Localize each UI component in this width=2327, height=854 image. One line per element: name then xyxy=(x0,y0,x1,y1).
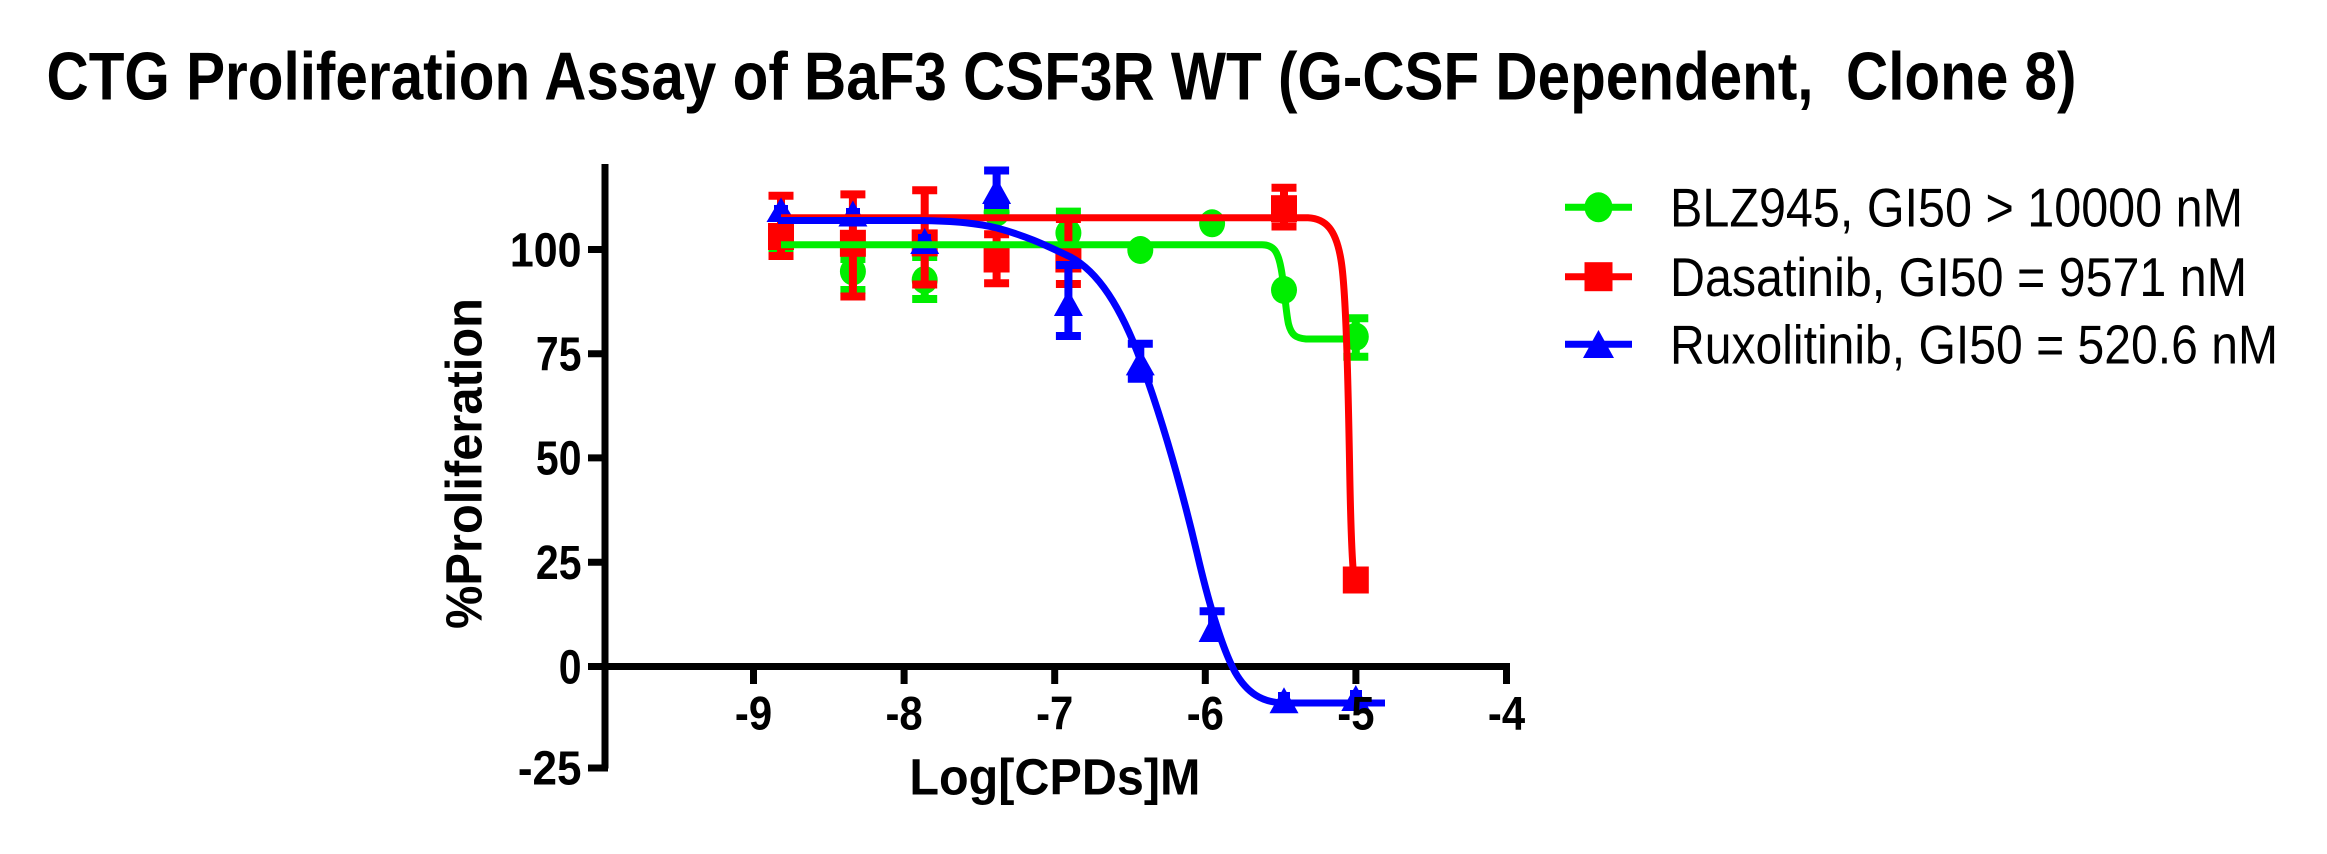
svg-text:25: 25 xyxy=(536,537,582,590)
svg-text:-7: -7 xyxy=(1036,687,1073,740)
svg-text:CTG Proliferation Assay of BaF: CTG Proliferation Assay of BaF3 CSF3R WT… xyxy=(47,39,2077,115)
svg-text:75: 75 xyxy=(536,329,582,382)
svg-text:-5: -5 xyxy=(1337,687,1374,740)
svg-text:-9: -9 xyxy=(735,687,772,740)
svg-text:Dasatinib, GI50 = 9571 nM: Dasatinib, GI50 = 9571 nM xyxy=(1670,246,2247,308)
svg-text:-6: -6 xyxy=(1187,687,1224,740)
svg-text:100: 100 xyxy=(510,224,582,277)
svg-text:-8: -8 xyxy=(886,687,923,740)
svg-text:Log[CPDs]M: Log[CPDs]M xyxy=(909,749,1200,806)
svg-text:Ruxolitinib, GI50 = 520.6 nM: Ruxolitinib, GI50 = 520.6 nM xyxy=(1670,314,2278,376)
svg-text:BLZ945, GI50 > 10000 nM: BLZ945, GI50 > 10000 nM xyxy=(1670,177,2243,239)
svg-text:50: 50 xyxy=(536,433,582,486)
svg-text:-4: -4 xyxy=(1488,687,1525,740)
svg-text:0: 0 xyxy=(559,641,582,694)
svg-text:-25: -25 xyxy=(518,743,582,796)
svg-text:%Proliferation: %Proliferation xyxy=(436,298,493,629)
